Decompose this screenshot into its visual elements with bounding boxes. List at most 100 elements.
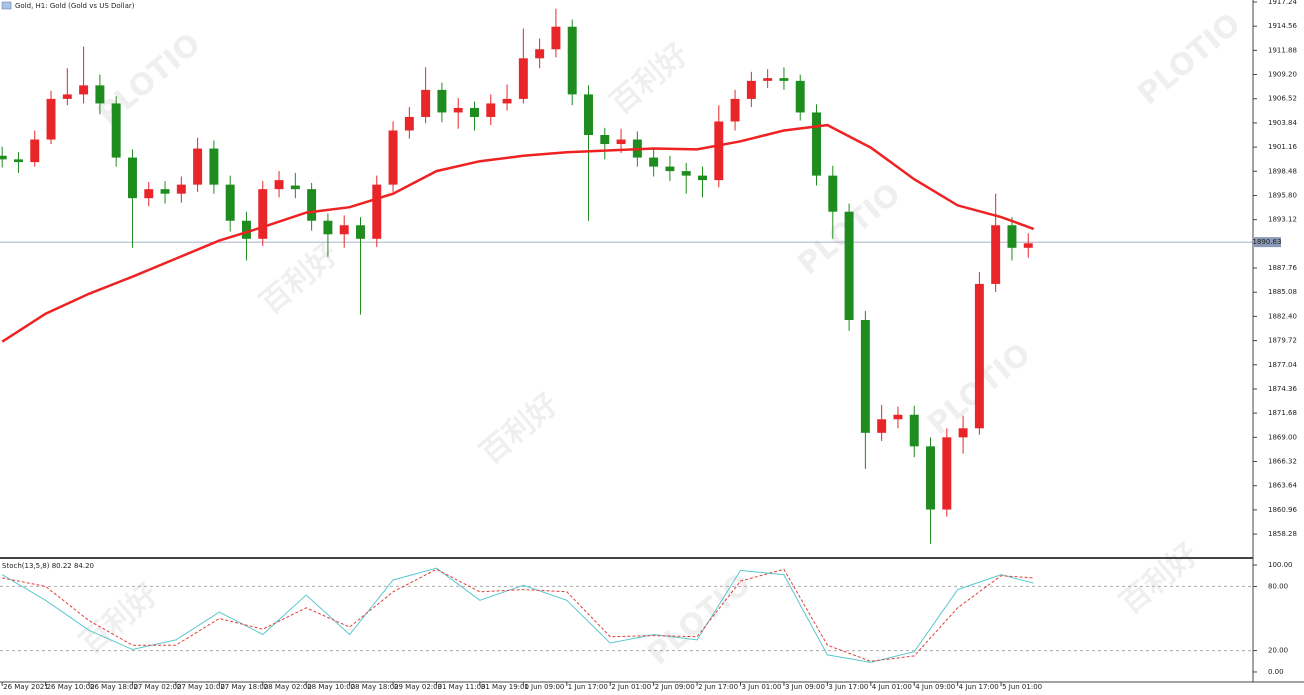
candle-body bbox=[176, 184, 186, 194]
y-tick-label: 1901.16 bbox=[1268, 143, 1297, 151]
y-tick-label: 1860.96 bbox=[1268, 506, 1297, 514]
candle-body bbox=[372, 184, 382, 239]
candle-body bbox=[323, 220, 333, 235]
candle-body bbox=[958, 428, 968, 438]
y-tick-label: 1879.72 bbox=[1268, 337, 1297, 345]
y-tick-label: 1895.80 bbox=[1268, 191, 1297, 199]
candle-body bbox=[649, 157, 659, 167]
y-tick-label: 1874.36 bbox=[1268, 385, 1297, 393]
candle-body bbox=[1007, 225, 1017, 248]
x-tick-label: 3 Jun 17:00 bbox=[828, 683, 868, 691]
candle-body bbox=[356, 225, 365, 239]
stoch-tick-label: 100.00 bbox=[1268, 561, 1293, 569]
y-tick-label: 1863.64 bbox=[1268, 482, 1297, 490]
moving-average bbox=[1, 123, 1035, 343]
stoch-title: Stoch(13,5,8) 80.22 84.20 bbox=[2, 562, 94, 570]
x-tick-label: 2 Jun 09:00 bbox=[655, 683, 695, 691]
x-tick-label: 1 Jun 09:00 bbox=[524, 683, 564, 691]
candle-body bbox=[111, 103, 121, 158]
x-tick-label: 26 May 10:00 bbox=[47, 683, 95, 691]
candle-body bbox=[942, 437, 952, 510]
y-tick-label: 1911.88 bbox=[1268, 46, 1297, 54]
stoch-tick-label: 80.00 bbox=[1268, 582, 1288, 590]
x-tick-label: 29 May 02:00 bbox=[394, 683, 442, 691]
x-tick-label: 26 May 18:00 bbox=[90, 683, 138, 691]
candle-body bbox=[877, 419, 887, 433]
x-tick-label: 26 May 2021 bbox=[3, 683, 49, 691]
x-tick-label: 3 Jun 01:00 bbox=[742, 683, 782, 691]
y-tick-label: 1914.56 bbox=[1268, 22, 1297, 30]
x-tick-label: 4 Jun 01:00 bbox=[872, 683, 912, 691]
candle-body bbox=[241, 220, 251, 239]
x-tick-label: 1 Jun 17:00 bbox=[568, 683, 608, 691]
candle-body bbox=[974, 283, 984, 429]
y-tick-label: 1898.48 bbox=[1268, 167, 1297, 175]
y-tick-label: 1887.76 bbox=[1268, 264, 1297, 272]
candle-body bbox=[388, 130, 398, 185]
candle-body bbox=[763, 78, 773, 81]
stoch-line bbox=[1, 567, 1034, 663]
y-tick-label: 1871.68 bbox=[1268, 409, 1297, 417]
candle-body bbox=[274, 180, 284, 190]
candle-body bbox=[62, 94, 72, 99]
candle-body bbox=[339, 225, 349, 235]
chart-icon bbox=[1, 1, 12, 10]
y-tick-label: 1858.28 bbox=[1268, 530, 1297, 538]
y-tick-label: 1909.20 bbox=[1268, 71, 1297, 79]
x-tick-label: 4 Jun 17:00 bbox=[959, 683, 999, 691]
candle-body bbox=[404, 116, 414, 131]
candle-body bbox=[812, 112, 821, 176]
candle-body bbox=[665, 166, 675, 172]
candle-body bbox=[95, 85, 105, 104]
candle-body bbox=[486, 103, 496, 117]
candle-body bbox=[551, 26, 561, 50]
candle-body bbox=[909, 414, 919, 447]
candle-body bbox=[307, 189, 317, 221]
x-tick-label: 4 Jun 09:00 bbox=[915, 683, 955, 691]
x-tick-label: 27 May 18:00 bbox=[220, 683, 268, 691]
candle-body bbox=[193, 148, 203, 185]
candle-body bbox=[46, 98, 56, 140]
chart-title: Gold, H1: Gold (Gold vs US Dollar) bbox=[15, 2, 135, 10]
candle-body bbox=[421, 89, 431, 117]
candle-body bbox=[926, 446, 935, 510]
candle-body bbox=[13, 159, 23, 163]
candle-body bbox=[860, 320, 870, 433]
candle-body bbox=[681, 171, 691, 176]
stoch-tick-label: 20.00 bbox=[1268, 647, 1288, 655]
candle-body bbox=[225, 184, 235, 221]
candle-body bbox=[127, 157, 137, 199]
y-tick-label: 1885.08 bbox=[1268, 288, 1297, 296]
y-tick-label: 1903.84 bbox=[1268, 119, 1297, 127]
x-tick-label: 28 May 10:00 bbox=[307, 683, 355, 691]
candle-body bbox=[79, 85, 89, 95]
candle-body bbox=[437, 89, 447, 113]
candle-body bbox=[144, 189, 154, 199]
x-tick-label: 31 May 11:00 bbox=[437, 683, 485, 691]
stoch-tick-label: 0.00 bbox=[1268, 668, 1284, 676]
x-tick-label: 5 Jun 01:00 bbox=[1002, 683, 1042, 691]
candle-body bbox=[258, 189, 268, 239]
price-label-box bbox=[1254, 237, 1281, 248]
candle-body bbox=[567, 26, 577, 95]
candle-body bbox=[844, 211, 854, 321]
y-tick-label: 1869.00 bbox=[1268, 433, 1297, 441]
candle-body bbox=[209, 148, 219, 185]
price-label: 1890.63 bbox=[1253, 238, 1282, 246]
x-tick-label: 28 May 18:00 bbox=[351, 683, 399, 691]
y-tick-label: 1866.32 bbox=[1268, 458, 1297, 466]
y-tick-label: 1893.12 bbox=[1268, 216, 1297, 224]
candle-body bbox=[600, 135, 610, 145]
candle-body bbox=[991, 225, 1001, 284]
candle-body bbox=[160, 189, 170, 194]
candle-body bbox=[535, 49, 545, 59]
candle-body bbox=[584, 94, 593, 136]
candle-body bbox=[714, 121, 724, 181]
candle-body bbox=[518, 58, 528, 99]
stoch-line bbox=[2, 568, 1034, 662]
y-tick-label: 1882.40 bbox=[1268, 312, 1297, 320]
x-tick-label: 28 May 02:00 bbox=[264, 683, 312, 691]
y-tick-label: 1906.52 bbox=[1268, 95, 1297, 103]
